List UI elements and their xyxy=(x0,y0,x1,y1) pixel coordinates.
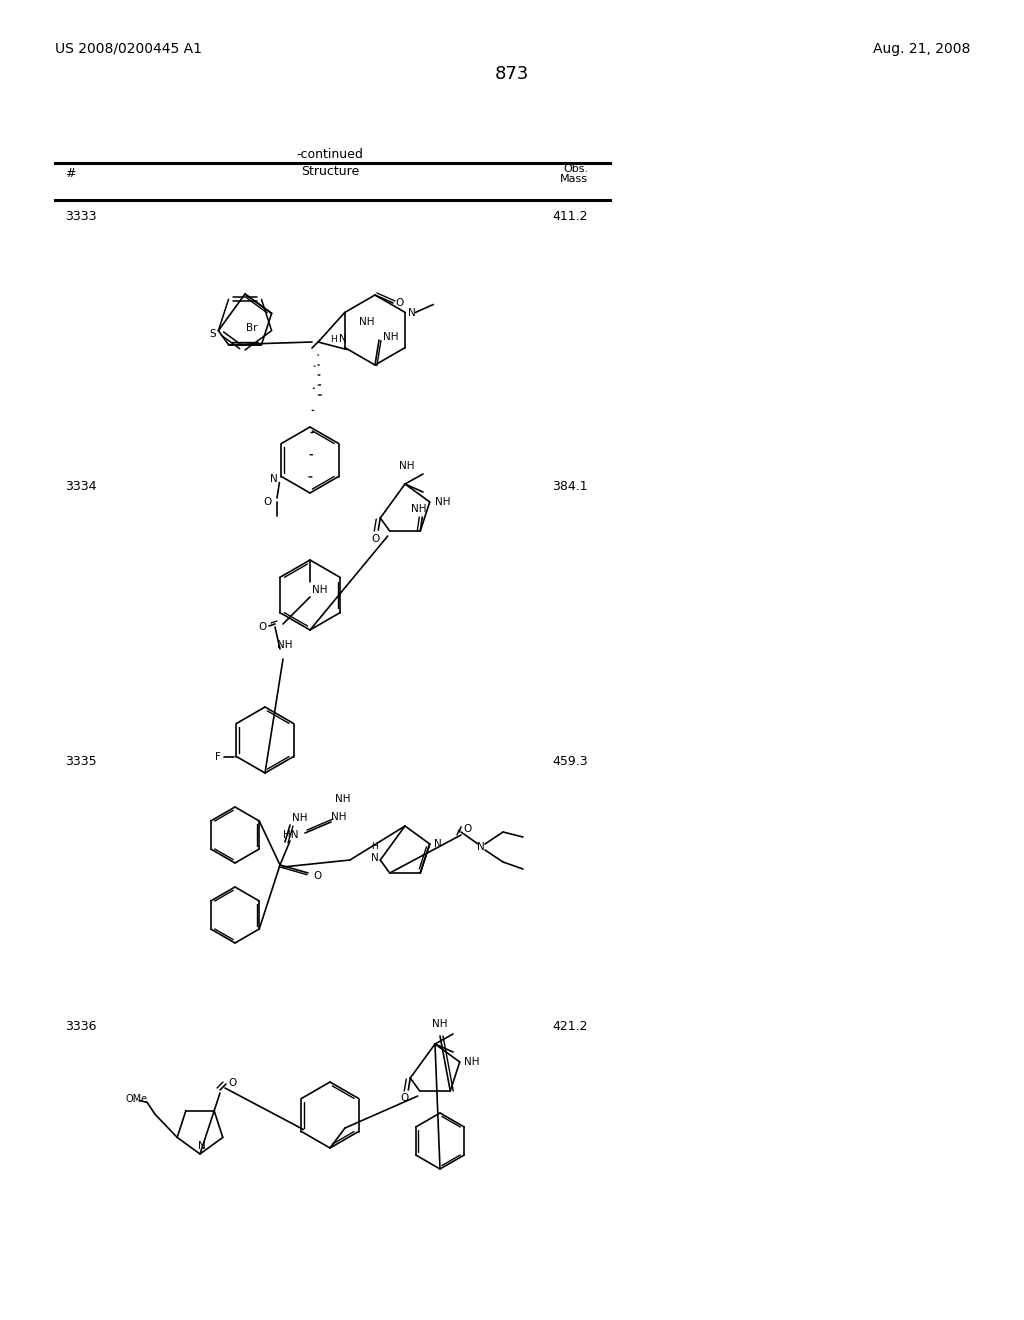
Text: US 2008/0200445 A1: US 2008/0200445 A1 xyxy=(55,42,202,55)
Text: F: F xyxy=(215,751,220,762)
Text: NH: NH xyxy=(312,585,328,595)
Text: 3334: 3334 xyxy=(65,480,96,492)
Text: #: # xyxy=(65,168,76,180)
Text: HN: HN xyxy=(283,830,299,840)
Text: NH: NH xyxy=(411,504,426,513)
Text: O: O xyxy=(395,298,403,308)
Text: NH: NH xyxy=(399,461,415,471)
Text: N: N xyxy=(409,308,416,318)
Text: Br: Br xyxy=(246,322,257,333)
Text: 421.2: 421.2 xyxy=(553,1020,588,1034)
Text: S: S xyxy=(209,329,216,339)
Text: O: O xyxy=(259,622,267,632)
Text: 3335: 3335 xyxy=(65,755,96,768)
Text: NH: NH xyxy=(435,496,451,507)
Text: O: O xyxy=(263,498,271,507)
Text: O: O xyxy=(228,1078,237,1088)
Text: 411.2: 411.2 xyxy=(553,210,588,223)
Text: N: N xyxy=(339,334,346,345)
Text: O: O xyxy=(400,1093,409,1104)
Text: N: N xyxy=(269,474,278,483)
Text: 3333: 3333 xyxy=(65,210,96,223)
Text: NH: NH xyxy=(335,795,351,804)
Text: NH: NH xyxy=(292,813,308,822)
Text: Mass: Mass xyxy=(560,174,588,183)
Text: NH: NH xyxy=(432,1019,447,1030)
Text: H: H xyxy=(372,842,378,850)
Text: NH: NH xyxy=(383,333,398,342)
Text: NH: NH xyxy=(278,640,293,649)
Text: Aug. 21, 2008: Aug. 21, 2008 xyxy=(872,42,970,55)
Text: N: N xyxy=(371,853,378,863)
Text: Structure: Structure xyxy=(301,165,359,178)
Text: NH: NH xyxy=(331,812,346,822)
Text: 384.1: 384.1 xyxy=(552,480,588,492)
Text: NH: NH xyxy=(359,317,375,327)
Text: N: N xyxy=(434,840,441,849)
Text: 459.3: 459.3 xyxy=(552,755,588,768)
Text: O: O xyxy=(313,871,322,880)
Text: 873: 873 xyxy=(495,65,529,83)
Text: O: O xyxy=(371,535,380,544)
Text: Obs.: Obs. xyxy=(563,164,588,174)
Text: -continued: -continued xyxy=(297,148,364,161)
Text: OMe: OMe xyxy=(125,1094,147,1105)
Text: NH: NH xyxy=(464,1057,479,1067)
Text: H: H xyxy=(330,335,337,345)
Text: N: N xyxy=(198,1140,206,1151)
Text: O: O xyxy=(463,824,471,834)
Text: 3336: 3336 xyxy=(65,1020,96,1034)
Text: N: N xyxy=(477,842,485,851)
